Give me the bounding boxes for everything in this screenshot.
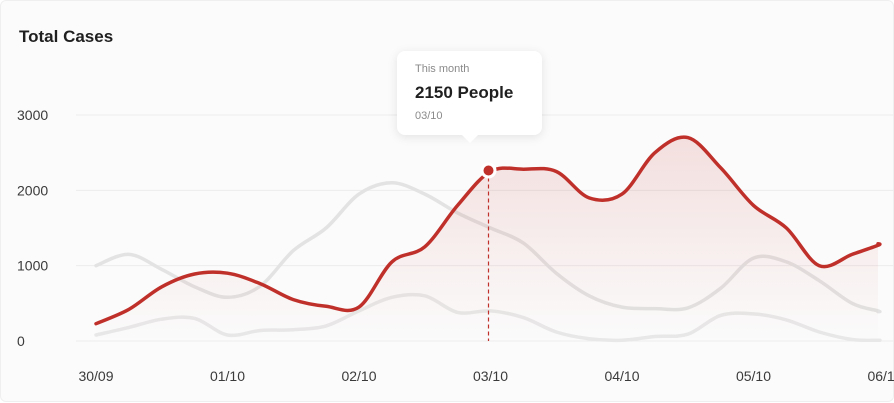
x-tick-label: 30/09 bbox=[78, 368, 113, 384]
x-tick-label: 04/10 bbox=[604, 368, 639, 384]
chart-title: Total Cases bbox=[19, 27, 114, 46]
y-tick-label: 2000 bbox=[17, 182, 48, 198]
y-tick-label: 1000 bbox=[17, 258, 48, 274]
tooltip-value: 2150 People bbox=[415, 83, 514, 102]
x-tick-label: 02/10 bbox=[341, 368, 376, 384]
x-tick-label: 06/10 bbox=[867, 368, 894, 384]
x-tick-label: 03/10 bbox=[473, 368, 508, 384]
chart-tooltip: This month 2150 People 03/10 bbox=[397, 51, 542, 143]
tooltip-label: This month bbox=[415, 63, 470, 75]
tooltip-date: 03/10 bbox=[415, 110, 443, 122]
x-tick-label: 01/10 bbox=[210, 368, 245, 384]
y-tick-label: 0 bbox=[17, 333, 25, 349]
y-tick-label: 3000 bbox=[17, 107, 48, 123]
series-line-0[interactable] bbox=[94, 135, 882, 326]
x-tick-label: 05/10 bbox=[736, 368, 771, 384]
highlight-point[interactable] bbox=[483, 165, 494, 176]
series-area-0 bbox=[96, 137, 880, 341]
